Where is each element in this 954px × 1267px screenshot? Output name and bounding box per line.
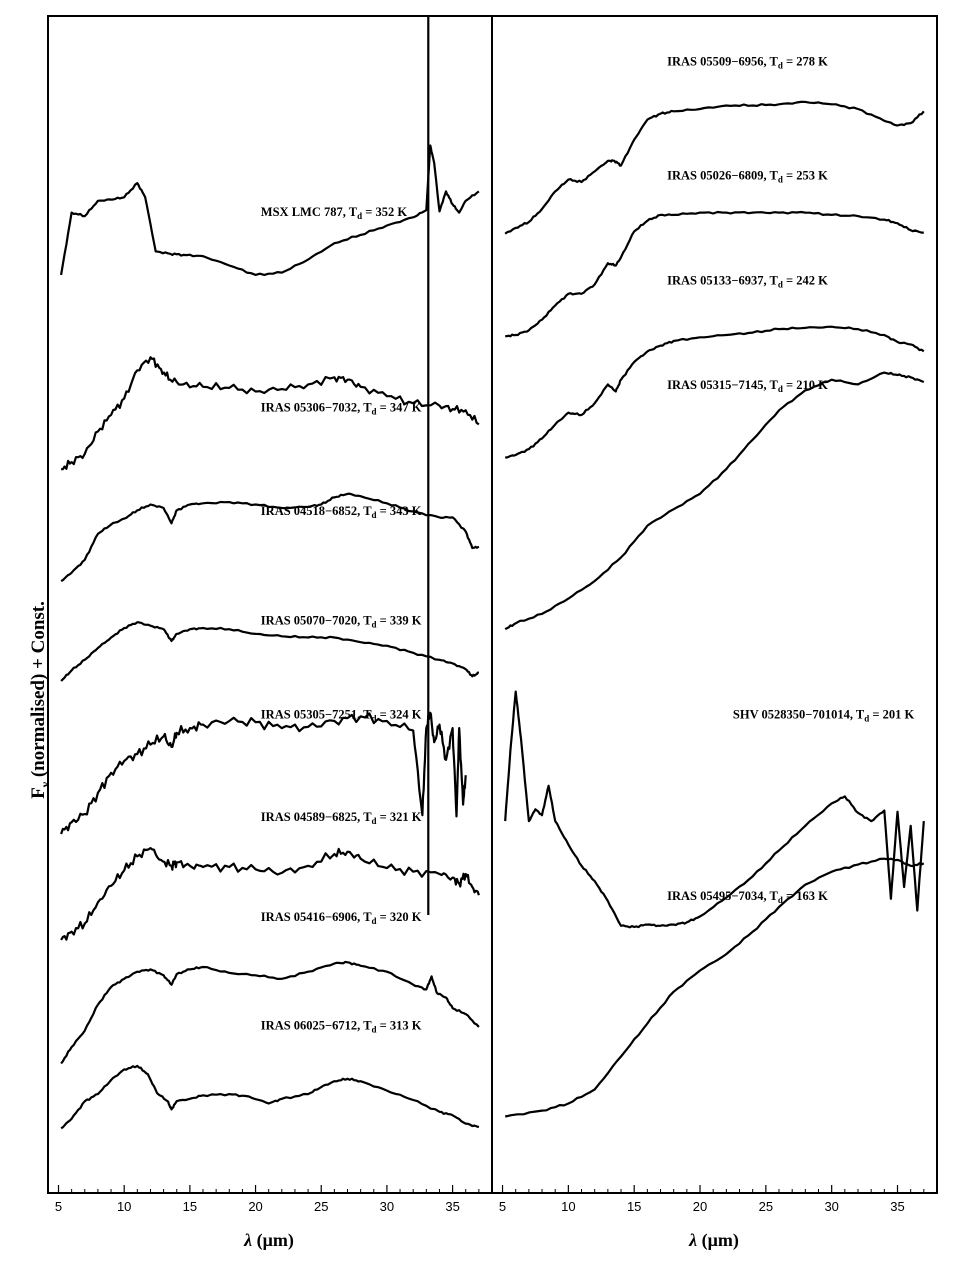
x-tick-label-left-5: 5: [55, 1199, 62, 1214]
series-line-iras-05315-7145: [504, 371, 925, 631]
x-tick-label-left-25: 25: [314, 1199, 328, 1214]
x-tick-label-right-35: 35: [890, 1199, 904, 1214]
series-line-msx-lmc-787: [60, 144, 480, 276]
right-panel: 5 10 15 20 25 30 35 IRAS 05509−6956, Td = 278 K…: [491, 15, 938, 1214]
series-line-iras-05495-7034: [504, 857, 925, 1118]
series-label-iras-04518-6852: IRAS 04518−6852, Td = 343 K: [261, 504, 422, 520]
x-tick-label-right-15: 15: [627, 1199, 641, 1214]
series-line-iras-04589-6825: [60, 847, 480, 941]
x-tick-label-left-10: 10: [117, 1199, 131, 1214]
series-line-iras-05133-6937: [505, 325, 925, 459]
x-tick-label-left-30: 30: [380, 1199, 394, 1214]
series-line-iras-05026-6809: [505, 210, 924, 338]
series-line-iras-05509-6956: [504, 100, 925, 235]
series-label-iras-06025-6712: IRAS 06025−6712, Td = 313 K: [261, 1018, 422, 1034]
series-line-iras-05416-6906: [60, 960, 480, 1065]
x-tick-label-right-5: 5: [499, 1199, 506, 1214]
series-line-shv-0528350-701014: [504, 690, 925, 929]
series-line-iras-05070-7020: [60, 621, 480, 682]
series-line-iras-04518-6852: [60, 492, 480, 582]
series-label-iras-05416-6906: IRAS 05416−6906, Td = 320 K: [261, 910, 422, 926]
x-tick-label-right-30: 30: [824, 1199, 838, 1214]
x-tick-label-right-25: 25: [759, 1199, 773, 1214]
x-axis-label-right: λ (μm): [688, 1230, 739, 1251]
series-label-iras-05509-6956: IRAS 05509−6956, Td = 278 K: [667, 54, 828, 70]
x-axis-label-left: λ (μm): [243, 1230, 294, 1251]
series-label-iras-05315-7145: IRAS 05315−7145, Td = 210 K: [667, 378, 828, 394]
series-line-iras-05305-7251: [60, 711, 467, 835]
series-label-iras-04589-6825: IRAS 04589−6825, Td = 321 K: [261, 810, 422, 826]
plot-frame-right: [491, 15, 938, 1194]
series-label-iras-05305-7251: IRAS 05305−7251, Td = 324 K: [261, 708, 422, 724]
series-label-iras-05070-7020: IRAS 05070−7020, Td = 339 K: [261, 614, 422, 630]
series-label-iras-05306-7032: IRAS 05306−7032, Td = 347 K: [261, 400, 422, 416]
x-tick-label-right-10: 10: [561, 1199, 575, 1214]
y-axis-label: Fν (normalised) + Const.: [28, 601, 52, 799]
series-label-iras-05026-6809: IRAS 05026−6809, Td = 253 K: [667, 169, 828, 185]
x-tick-label-left-20: 20: [248, 1199, 262, 1214]
x-tick-label-right-20: 20: [693, 1199, 707, 1214]
x-tick-label-left-15: 15: [183, 1199, 197, 1214]
left-panel: 5 10 15 20 25 30 35 MSX LMC 787, Td = 352 K IRAS…: [47, 15, 493, 1214]
series-label-iras-05495-7034: IRAS 05495−7034, Td = 163 K: [667, 889, 828, 905]
plot-frame-left: [47, 15, 493, 1194]
series-label-iras-05133-6937: IRAS 05133−6937, Td = 242 K: [667, 273, 828, 289]
series-label-msx-lmc-787: MSX LMC 787, Td = 352 K: [261, 205, 408, 221]
x-tick-label-left-35: 35: [445, 1199, 459, 1214]
series-line-iras-05306-7032: [61, 356, 480, 471]
series-line-iras-06025-6712: [60, 1064, 480, 1130]
series-label-shv-0528350-701014: SHV 0528350−701014, Td = 201 K: [733, 708, 915, 724]
